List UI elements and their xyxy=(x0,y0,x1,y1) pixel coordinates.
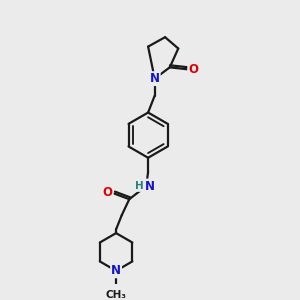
Text: H: H xyxy=(135,181,144,191)
Text: O: O xyxy=(188,63,198,76)
Text: O: O xyxy=(103,186,112,199)
Text: CH₃: CH₃ xyxy=(106,290,127,300)
Text: N: N xyxy=(111,264,121,277)
Text: N: N xyxy=(150,72,160,85)
Text: N: N xyxy=(145,179,155,193)
